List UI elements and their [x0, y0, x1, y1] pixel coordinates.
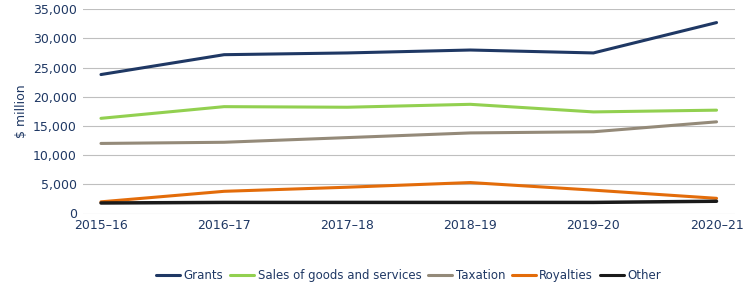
Taxation	[97, 142, 106, 145]
Other	[712, 199, 721, 203]
Legend: Grants, Sales of goods and services, Taxation, Royalties, Other: Grants, Sales of goods and services, Tax…	[152, 264, 666, 287]
Line: Taxation: Taxation	[101, 122, 716, 143]
Royalties	[97, 200, 106, 204]
Sales of goods and services	[220, 105, 229, 109]
Other	[466, 201, 475, 204]
Royalties	[466, 181, 475, 185]
Grants	[97, 73, 106, 76]
Other	[97, 201, 106, 205]
Grants	[220, 53, 229, 56]
Grants	[343, 51, 352, 55]
Grants	[466, 48, 475, 52]
Sales of goods and services	[97, 117, 106, 120]
Royalties	[712, 196, 721, 200]
Taxation	[343, 136, 352, 139]
Grants	[589, 51, 598, 55]
Royalties	[589, 188, 598, 192]
Other	[589, 201, 598, 204]
Sales of goods and services	[466, 102, 475, 106]
Other	[220, 201, 229, 204]
Other	[343, 201, 352, 204]
Sales of goods and services	[343, 106, 352, 109]
Taxation	[466, 131, 475, 135]
Sales of goods and services	[589, 110, 598, 114]
Line: Other: Other	[101, 201, 716, 203]
Sales of goods and services	[712, 108, 721, 112]
Grants	[712, 21, 721, 24]
Taxation	[712, 120, 721, 124]
Line: Sales of goods and services: Sales of goods and services	[101, 104, 716, 118]
Taxation	[220, 140, 229, 144]
Taxation	[589, 130, 598, 134]
Line: Grants: Grants	[101, 23, 716, 74]
Y-axis label: $ million: $ million	[14, 84, 28, 138]
Royalties	[343, 185, 352, 189]
Royalties	[220, 189, 229, 193]
Line: Royalties: Royalties	[101, 183, 716, 202]
